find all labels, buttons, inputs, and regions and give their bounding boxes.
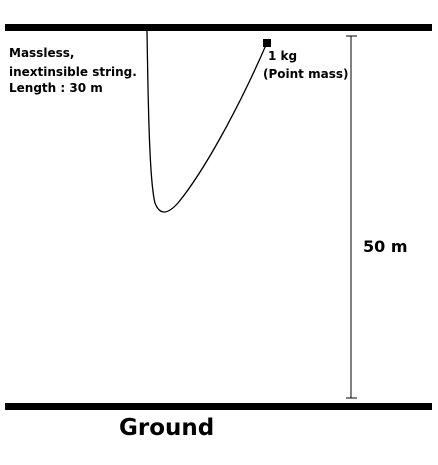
ground-bar	[5, 403, 432, 410]
mass-label: (Point mass)	[263, 67, 348, 81]
string	[146, 30, 267, 213]
ceiling	[5, 24, 432, 31]
ground-label: Ground	[119, 415, 214, 441]
mass-label: 1 kg	[268, 49, 297, 63]
point-mass	[263, 39, 271, 47]
string-note: Length : 30 m	[9, 81, 103, 95]
string-note: inextinsible string.	[9, 65, 137, 79]
height-label: 50 m	[363, 237, 408, 256]
string-note: Massless,	[9, 46, 74, 60]
